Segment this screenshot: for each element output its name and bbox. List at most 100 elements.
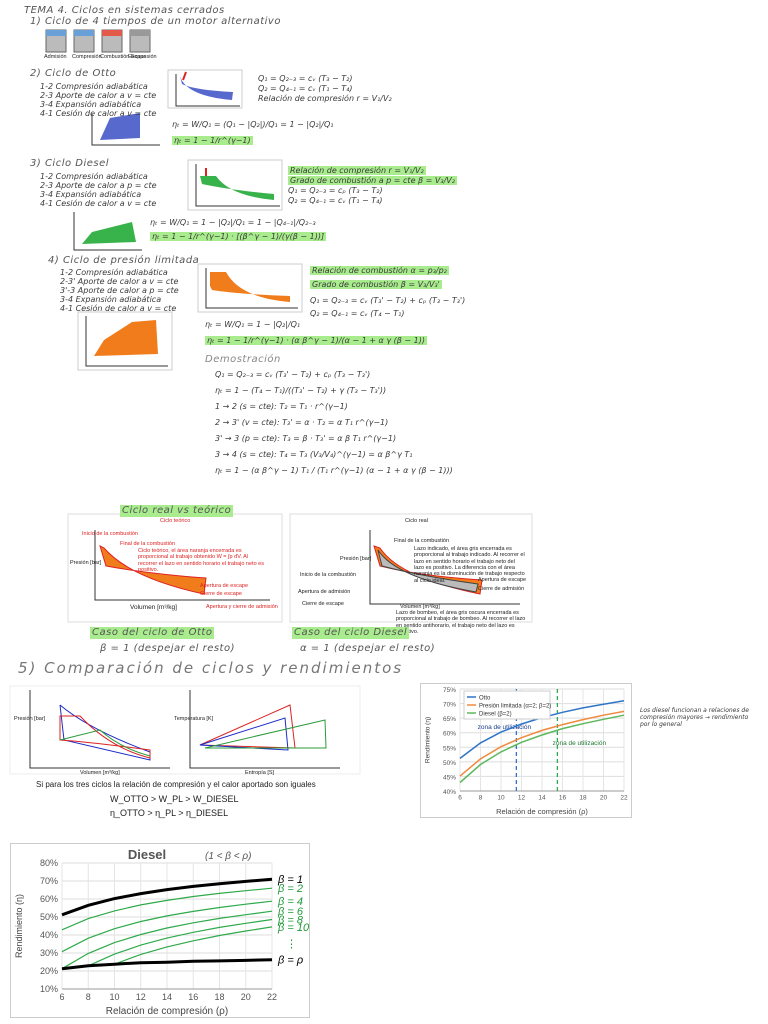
annotation-label: zona de utilización xyxy=(478,724,532,731)
statement: Si para los tres ciclos la relación de c… xyxy=(36,780,316,789)
y-tick-label: 60% xyxy=(443,731,456,738)
y-tick-label: 30% xyxy=(40,948,58,958)
process-step: 3'-3 Aporte de calor a p = cte xyxy=(60,286,179,295)
process-step: 3-4 Expansión adiabática xyxy=(60,295,162,304)
legend-label: β = 2 xyxy=(277,883,303,895)
y-axis-label: Rendimiento (η) xyxy=(425,717,432,763)
process-step: 4-1 Cesión de calor a v = cte xyxy=(60,304,177,313)
process-step: 4-1 Cesión de calor a v = cte xyxy=(40,199,157,208)
y-tick-label: 20% xyxy=(40,966,58,976)
derivation-line: 2 → 3' (v = cte): T₃' = α · T₂ = α T₁ r^… xyxy=(215,418,389,427)
derivation-line: 1 → 2 (s = cte): T₂ = T₁ · r^(γ−1) xyxy=(215,402,348,411)
series-line xyxy=(459,710,625,777)
x-tick-label: 12 xyxy=(518,795,526,802)
section-title: 1) Ciclo de 4 tiempos de un motor altern… xyxy=(30,16,281,27)
inequality: η_OTTO > η_PL > η_DIESEL xyxy=(110,808,229,818)
page-title: TEMA 4. Ciclos en sistemas cerrados xyxy=(24,5,225,16)
equation: Q₁ = Q₂₋₃ = cᵥ (T₃ − T₂) xyxy=(258,74,353,83)
legend-box xyxy=(463,690,551,720)
pl-ts-sketch xyxy=(77,311,173,371)
y-tick-label: 50% xyxy=(443,760,456,767)
x-tick-label: 14 xyxy=(538,795,546,802)
figure-label: Inicio de la combustión xyxy=(82,531,138,537)
x-tick-label: 10 xyxy=(109,992,119,1002)
otto-ts-sketch xyxy=(91,113,160,146)
axis-label: Volumen [m³/kg] xyxy=(80,770,120,776)
equation: ηₜ = W/Q₁ = 1 − |Q₂|/Q₁ xyxy=(205,320,301,329)
figure-title: Ciclo real xyxy=(405,518,428,524)
figure-label: Apertura y cierre de admisión xyxy=(206,604,278,610)
series-line xyxy=(61,958,273,971)
series-line xyxy=(61,900,273,953)
figure-label: Inicio de la combustión xyxy=(300,572,356,578)
derivation-line: 3 → 4 (s = cte): T₄ = T₃ (V₃/V₄)^(γ−1) =… xyxy=(215,450,413,459)
derivation-line: 3' → 3 (p = cte): T₃ = β · T₃' = α β T₁ … xyxy=(215,434,397,443)
series-line xyxy=(61,910,273,970)
x-axis-label: Relación de compresión (ρ) xyxy=(496,807,588,816)
axis-label: Temperatura [K] xyxy=(174,716,214,722)
figure-label: Apertura de admisión xyxy=(298,589,351,595)
comparison-sketches xyxy=(9,685,361,775)
equation: Relación de combustión α = p₃/p₂ xyxy=(310,266,449,276)
figure-label: Admisión xyxy=(44,54,67,60)
legend-label: β = 4 xyxy=(277,896,303,908)
axis-label: Presión [bar] xyxy=(70,560,102,566)
y-tick-label: 40% xyxy=(40,930,58,940)
equation: ηₜ = 1 − 1/r^(γ−1) · [(β^γ − 1)/(γ(β − 1… xyxy=(150,232,327,242)
inequality: W_OTTO > W_PL > W_DIESEL xyxy=(110,794,239,804)
figure-label: Apertura de escape xyxy=(200,583,249,589)
axis-label: Presión [bar] xyxy=(14,716,46,722)
figure-label: Cierre de escape xyxy=(302,601,344,607)
section-title: 4) Ciclo de presión limitada xyxy=(48,255,200,266)
process-step: 1-2 Compresión adiabática xyxy=(40,172,148,181)
x-tick-label: 12 xyxy=(136,992,146,1002)
y-tick-label: 80% xyxy=(40,858,58,868)
y-tick-label: 10% xyxy=(40,984,58,994)
side-note: Los diesel funcionan a relaciones de com… xyxy=(640,707,749,728)
chart-subtitle: (1 < β < ρ) xyxy=(205,851,251,862)
x-tick-label: 14 xyxy=(162,992,172,1002)
equation: Q₂ = Q₄₋₁ = cᵥ (T₄ − T₁) xyxy=(310,309,405,318)
annotation-label: zona de utilización xyxy=(553,740,607,747)
x-tick-label: 6 xyxy=(59,992,64,1002)
y-tick-label: 60% xyxy=(40,894,58,904)
legend-label: Presión limitada (α=2; β=2) xyxy=(479,704,551,710)
case-title: Caso del ciclo Diesel xyxy=(292,627,410,639)
equation: ηₜ = 1 − 1/r^(γ−1) · (α β^γ − 1)/(α − 1 … xyxy=(205,336,427,346)
legend-label: β = 6 xyxy=(277,906,304,918)
x-tick-label: 20 xyxy=(241,992,251,1002)
y-tick-label: 55% xyxy=(443,745,456,752)
process-step: 3-4 Expansión adiabática xyxy=(40,100,142,109)
series-line xyxy=(114,926,273,965)
process-step: 2-3' Aporte de calor a v = cte xyxy=(60,277,179,286)
process-step: 1-2 Compresión adiabática xyxy=(40,82,148,91)
y-tick-label: 70% xyxy=(40,876,58,886)
series-line xyxy=(459,714,625,784)
axis-label: Volumen [m³/kg] xyxy=(400,604,440,610)
figure-label: Cierre de admisión xyxy=(478,586,525,592)
case-note: α = 1 (despejar el resto) xyxy=(300,643,436,654)
derivation-line: Q₁ = Q₂₋₃ = cᵥ (T₃' − T₂) + cₚ (T₃ − T₃'… xyxy=(215,370,371,379)
engine-cylinders xyxy=(45,29,151,53)
case-title: Caso del ciclo de Otto xyxy=(90,627,215,639)
derivation-line: ηₜ = 1 − (T₄ − T₁)/((T₃' − T₂) + γ (T₃ −… xyxy=(215,386,387,395)
equation: Grado de combustión a p = cte β = V₃/V₂ xyxy=(288,176,457,186)
figure-caption: Lazo indicado, el área gris encerrada es… xyxy=(414,546,525,584)
y-axis-label: Rendimiento (η) xyxy=(14,894,24,958)
figure-label: Compresión xyxy=(72,54,102,60)
y-tick-label: 45% xyxy=(443,774,456,781)
chart: 40% 45% 50% 55% 60% 65% 70% 75% 6 8 10 12 14 16 18 20 22… xyxy=(420,683,632,818)
equation: Q₁ = Q₂₋₃ = cᵥ (T₃' − T₂) + cₚ (T₃ − T₃'… xyxy=(310,296,466,305)
axis-label: Entropía [S] xyxy=(245,770,275,776)
section-title: Ciclo real vs teórico xyxy=(120,505,234,517)
chart-title: Diesel xyxy=(128,847,166,862)
x-tick-label: 8 xyxy=(479,795,483,802)
x-tick-label: 10 xyxy=(497,795,505,802)
equation: ηₜ = 1 − 1/r^(γ−1) xyxy=(172,136,253,146)
legend-label: β = 1 xyxy=(277,874,303,886)
process-step: 3-4 Expansión adiabática xyxy=(40,190,142,199)
y-tick-label: 65% xyxy=(443,716,456,723)
figure-label: Escape xyxy=(128,54,147,60)
y-tick-label: 70% xyxy=(443,702,456,709)
